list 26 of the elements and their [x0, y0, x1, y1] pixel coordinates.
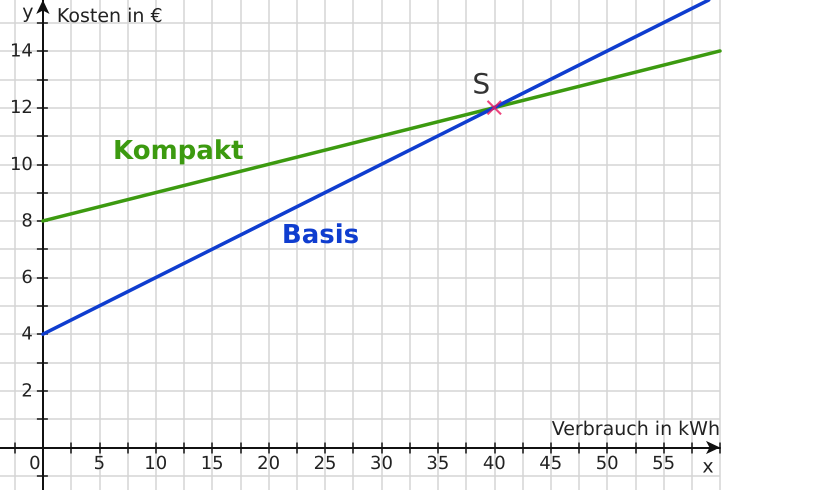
y-tick-label: 8 [21, 210, 33, 232]
series-label: S [472, 68, 490, 101]
x-tick-label: 30 [370, 453, 393, 474]
x-tick-label: 20 [257, 453, 280, 474]
x-tick-label: 55 [652, 453, 676, 474]
y-tick-label: 2 [21, 380, 33, 402]
series-label: Kompakt [113, 136, 244, 166]
x-axis-title: Verbrauch in kWh [552, 418, 720, 440]
x-tick-label: 15 [200, 453, 224, 474]
x-tick-label: 5 [94, 453, 106, 474]
series-label: Basis [282, 220, 360, 250]
x-tick-label: 0 [29, 453, 41, 474]
x-tick-label: 50 [596, 453, 619, 474]
y-tick-label: 4 [21, 324, 33, 345]
annotation: x [702, 456, 714, 478]
x-tick-label: 40 [482, 453, 506, 474]
y-tick-label: 14 [10, 40, 33, 62]
y-tick-label: 6 [21, 267, 33, 288]
y-tick-label: 12 [10, 97, 33, 118]
annotation: y [22, 1, 34, 23]
x-tick-label: 25 [314, 453, 336, 474]
x-tick-label: 35 [426, 453, 450, 474]
y-axis-title: Kosten in € [56, 5, 163, 27]
x-tick-label: 10 [144, 453, 168, 474]
x-tick-label: 45 [539, 453, 562, 474]
y-tick-label: 10 [10, 154, 33, 175]
